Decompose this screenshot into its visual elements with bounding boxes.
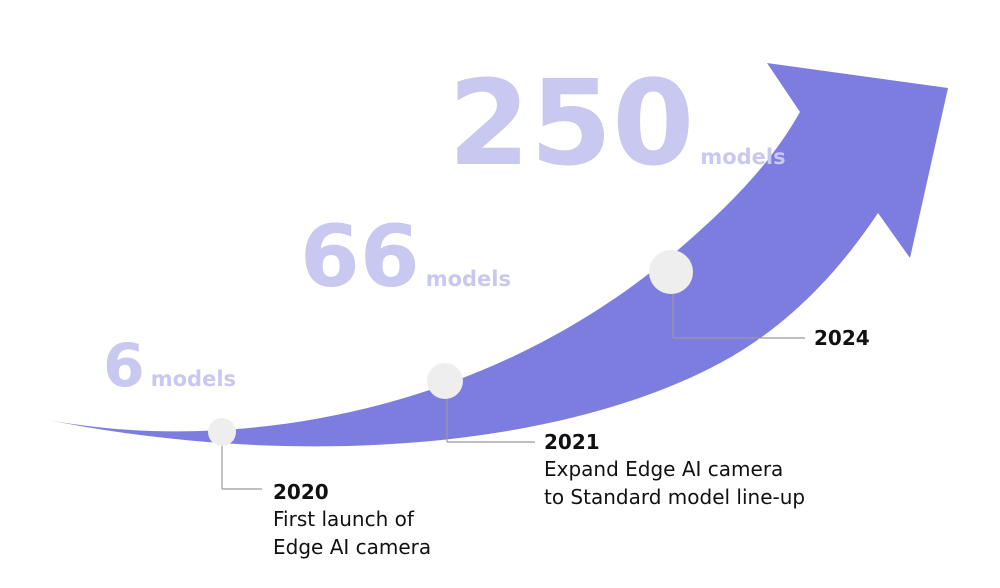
model-count-value: 66	[300, 207, 420, 307]
milestone-2020: 2020 First launch of Edge AI camera	[273, 480, 431, 563]
milestone-2021: 2021 Expand Edge AI camera to Standard m…	[544, 430, 805, 513]
model-count-value: 6	[103, 331, 145, 401]
milestone-year: 2021	[544, 430, 600, 454]
model-count-value: 250	[448, 54, 695, 192]
model-count-unit: models	[150, 367, 237, 391]
model-count-unit: models	[700, 145, 786, 169]
growth-arrow	[38, 63, 948, 447]
marker-2020	[208, 418, 236, 446]
model-count-unit: models	[425, 267, 511, 291]
model-count-2024: 250 models	[448, 64, 786, 182]
milestone-2024: 2024	[814, 326, 870, 350]
model-count-2020: 6 models	[103, 336, 236, 396]
milestone-description-line: to Standard model line-up	[544, 485, 806, 509]
model-count-2021: 66 models	[300, 214, 511, 300]
milestone-year: 2024	[814, 326, 870, 350]
marker-2024	[649, 250, 693, 294]
marker-2021	[427, 363, 463, 399]
milestone-description-line: Edge AI camera	[273, 535, 432, 559]
milestone-year: 2020	[273, 480, 329, 504]
milestone-description-line: First launch of	[273, 507, 414, 531]
milestone-description-line: Expand Edge AI camera	[544, 457, 784, 481]
